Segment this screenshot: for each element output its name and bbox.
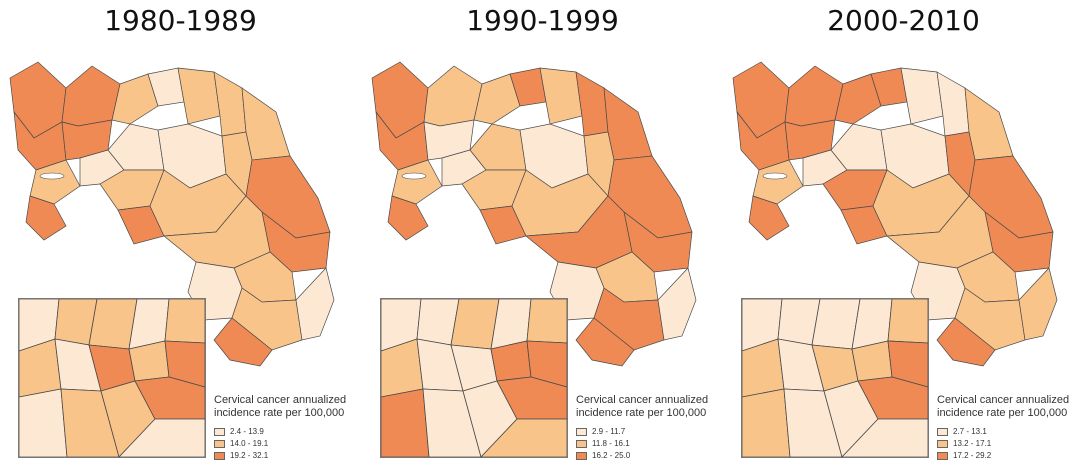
map-panel-2000-2010: 2000-2010 Cervical cancer annualized inc… (723, 0, 1084, 468)
central-valley-inset-map (18, 298, 206, 458)
map-region-osa-peninsula (575, 317, 635, 367)
map-legend: Cervical cancer annualized incidence rat… (576, 394, 722, 462)
costa-rica-choropleth-map (371, 61, 697, 367)
map-region-corredores (295, 267, 335, 341)
legend-item-low: 2.7 - 13.1 (937, 426, 1083, 437)
legend-item-mid: 14.0 - 19.1 (214, 438, 360, 449)
panel-title: 1990-1999 (466, 4, 619, 37)
inset-region (164, 340, 205, 388)
map-region-nicoya-north (29, 159, 81, 205)
inset-region (887, 299, 928, 344)
central-valley-inset-map (380, 298, 568, 458)
map-region-san-carlos (539, 67, 583, 125)
map-region-san-carlos (900, 67, 944, 125)
legend-swatch-low (576, 427, 587, 436)
map-region-nicoya-south (387, 195, 429, 241)
map-region-corredores (1018, 267, 1058, 341)
legend-item-high: 16.2 - 25.0 (576, 450, 722, 461)
costa-rica-choropleth-map (9, 61, 335, 367)
map-region-nicoya-north (391, 159, 443, 205)
legend-swatch-high (937, 451, 948, 460)
legend-swatch-mid (576, 439, 587, 448)
gulf-water-mark (401, 172, 427, 180)
inset-region (887, 340, 928, 388)
map-region-corredores (657, 267, 697, 341)
inset-region (118, 418, 205, 457)
legend-item-low: 2.9 - 11.7 (576, 426, 722, 437)
legend-item-mid: 13.2 - 17.1 (937, 438, 1083, 449)
inset-region (783, 388, 843, 457)
legend-swatch-low (937, 427, 948, 436)
map-legend: Cervical cancer annualized incidence rat… (214, 394, 360, 462)
gulf-water-mark (762, 172, 788, 180)
legend-item-mid: 11.8 - 16.1 (576, 438, 722, 449)
legend-swatch-mid (937, 439, 948, 448)
legend-title: Cervical cancer annualized incidence rat… (937, 394, 1070, 419)
inset-region (480, 418, 567, 457)
legend-title: Cervical cancer annualized incidence rat… (576, 394, 709, 419)
map-region-osa-peninsula (213, 317, 273, 367)
map-region-san-carlos (177, 67, 221, 125)
map-region-upala (473, 73, 521, 125)
inset-region (134, 376, 205, 420)
costa-rica-choropleth-map (732, 61, 1058, 367)
legend-swatch-high (576, 451, 587, 460)
legend-swatch-high (214, 451, 225, 460)
inset-region (60, 388, 120, 457)
legend-item-low: 2.4 - 13.9 (214, 426, 360, 437)
inset-region (526, 340, 567, 388)
legend-title: Cervical cancer annualized incidence rat… (214, 394, 347, 419)
legend-item-high: 19.2 - 32.1 (214, 450, 360, 461)
inset-region (742, 388, 791, 457)
map-region-sarapiqui (936, 71, 970, 137)
map-region-sarapiqui (213, 71, 247, 137)
map-region-osa-peninsula (936, 317, 996, 367)
map-region-sarapiqui (575, 71, 609, 137)
inset-region (857, 376, 928, 420)
map-region-guanacaste-north (784, 65, 844, 127)
map-region-upala (834, 73, 882, 125)
map-panel-1990-1999: 1990-1999 Cervical cancer annualized inc… (362, 0, 723, 468)
inset-region (381, 388, 430, 457)
inset-region (841, 418, 928, 457)
panel-title: 2000-2010 (827, 4, 980, 37)
map-region-guanacaste-north (61, 65, 121, 127)
inset-region (496, 376, 567, 420)
map-region-nicoya-south (748, 195, 790, 241)
inset-region (164, 299, 205, 344)
legend-swatch-low (214, 427, 225, 436)
map-region-upala (111, 73, 159, 125)
map-region-guanacaste-north (423, 65, 483, 127)
panel-title: 1980-1989 (104, 4, 257, 37)
map-legend: Cervical cancer annualized incidence rat… (937, 394, 1083, 462)
gulf-water-mark (39, 172, 65, 180)
legend-swatch-mid (214, 439, 225, 448)
inset-region (19, 388, 68, 457)
central-valley-inset-map (741, 298, 929, 458)
inset-region (422, 388, 482, 457)
map-region-nicoya-north (752, 159, 804, 205)
legend-item-high: 17.2 - 29.2 (937, 450, 1083, 461)
map-panel-1980-1989: 1980-1989 Cervical cancer annualized inc… (0, 0, 361, 468)
map-region-nicoya-south (25, 195, 67, 241)
inset-region (526, 299, 567, 344)
